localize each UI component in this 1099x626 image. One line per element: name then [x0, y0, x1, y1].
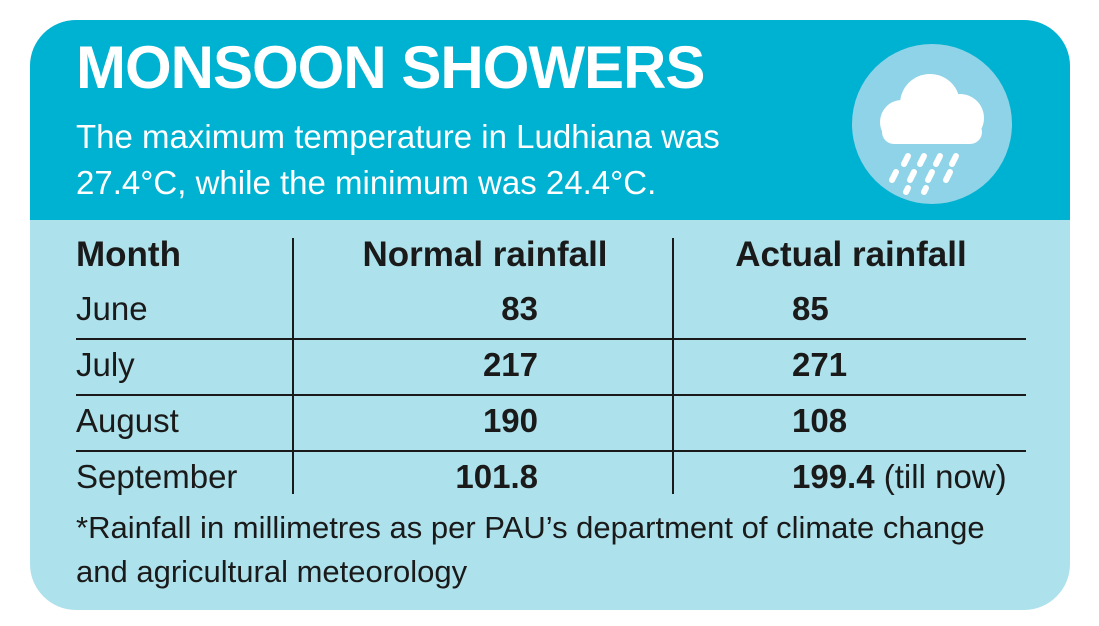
- footnote: *Rainfall in millimetres as per PAU’s de…: [76, 510, 985, 589]
- month-cell: August: [76, 402, 179, 439]
- table-header-row: Month Normal rainfall Actual rainfall: [76, 228, 1026, 282]
- table-row: August 190 108: [76, 394, 1026, 448]
- row-divider: [76, 338, 1026, 340]
- actual-rainfall-value: 199.4: [792, 458, 875, 495]
- actual-rainfall-cell: 271: [792, 338, 847, 392]
- normal-rainfall-cell: 83: [501, 290, 538, 327]
- subtitle: The maximum temperature in Ludhiana was …: [76, 118, 720, 201]
- actual-rainfall-value: 271: [792, 346, 848, 383]
- column-header-normal-rainfall: Normal rainfall: [362, 235, 608, 274]
- row-divider: [76, 394, 1026, 396]
- table-row: July 217 271: [76, 338, 1026, 392]
- actual-rainfall-note: (till now): [883, 458, 1007, 495]
- header-banner: MONSOON SHOWERS The maximum temperature …: [30, 20, 1070, 220]
- actual-rainfall-cell: 85: [792, 282, 829, 336]
- row-divider: [76, 450, 1026, 452]
- column-header-month: Month: [76, 235, 181, 274]
- rain-cloud-icon: [852, 44, 1012, 204]
- table-row: September 101.8 199.4 (till now): [76, 450, 1026, 504]
- table-row: June 83 85: [76, 282, 1026, 336]
- month-cell: September: [76, 458, 238, 495]
- actual-rainfall-cell: 199.4 (till now): [792, 450, 1007, 504]
- month-cell: July: [76, 346, 135, 383]
- month-cell: June: [76, 290, 148, 327]
- column-divider: [672, 238, 674, 494]
- actual-rainfall-value: 108: [792, 402, 848, 439]
- info-card: MONSOON SHOWERS The maximum temperature …: [30, 20, 1070, 610]
- normal-rainfall-cell: 101.8: [455, 458, 538, 495]
- normal-rainfall-cell: 217: [482, 346, 538, 383]
- actual-rainfall-value: 85: [792, 290, 829, 327]
- column-header-actual-rainfall: Actual rainfall: [735, 235, 967, 274]
- column-divider: [292, 238, 294, 494]
- actual-rainfall-cell: 108: [792, 394, 847, 448]
- page-title: MONSOON SHOWERS: [76, 34, 705, 101]
- normal-rainfall-cell: 190: [482, 402, 538, 439]
